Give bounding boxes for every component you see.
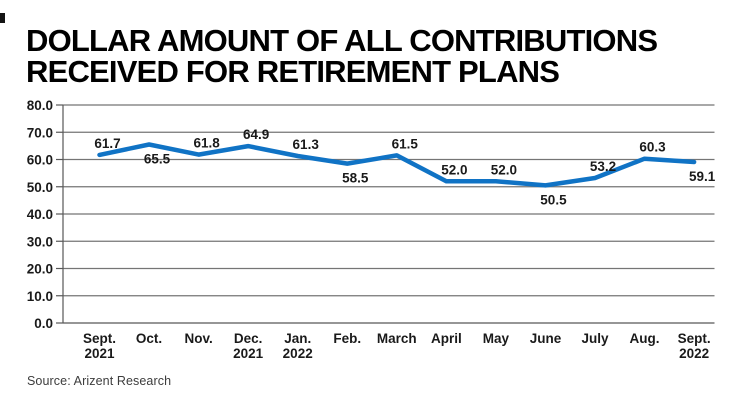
- data-label: 52.0: [441, 162, 467, 177]
- page-edge-artifact: [0, 13, 5, 23]
- x-axis-label: 2022: [283, 346, 313, 361]
- y-tick-label: 40.0: [27, 207, 53, 222]
- data-label: 59.1: [689, 169, 716, 184]
- y-tick-label: 20.0: [27, 262, 53, 277]
- y-tick-label: 70.0: [27, 125, 53, 140]
- x-axis-label: July: [581, 331, 609, 346]
- x-axis-label: March: [377, 331, 417, 346]
- y-tick-label: 50.0: [27, 180, 53, 195]
- x-axis-label: Oct.: [136, 331, 162, 346]
- x-axis-label: 2022: [679, 346, 709, 361]
- data-label: 61.3: [293, 137, 320, 152]
- y-tick-label: 60.0: [27, 153, 53, 168]
- x-axis-label: Jan.: [284, 331, 311, 346]
- chart-title-line2: RECEIVED FOR RETIREMENT PLANS: [26, 54, 560, 89]
- data-label: 50.5: [540, 192, 567, 207]
- x-axis-label: June: [530, 331, 562, 346]
- y-tick-label: 80.0: [27, 98, 53, 113]
- y-tick-label: 30.0: [27, 234, 53, 249]
- data-label: 58.5: [342, 171, 369, 186]
- data-label: 64.9: [243, 127, 269, 142]
- data-label: 61.8: [193, 136, 220, 151]
- data-label: 61.7: [94, 136, 120, 151]
- x-axis-label: Sept.: [678, 331, 711, 346]
- x-axis-label: May: [483, 331, 510, 346]
- x-axis-label: Dec.: [234, 331, 263, 346]
- data-label: 61.5: [392, 136, 419, 151]
- chart-title: DOLLAR AMOUNT OF ALL CONTRIBUTIONS RECEI…: [26, 23, 658, 89]
- x-axis-label: Sept.: [83, 331, 116, 346]
- x-axis-label: Aug.: [630, 331, 660, 346]
- x-axis-label: Nov.: [184, 331, 212, 346]
- data-label: 65.5: [144, 152, 171, 167]
- x-axis-label: 2021: [84, 346, 115, 361]
- x-axis-label: 2021: [233, 346, 264, 361]
- chart-title-line1: DOLLAR AMOUNT OF ALL CONTRIBUTIONS: [26, 23, 658, 58]
- data-label: 52.0: [491, 162, 517, 177]
- source-attribution: Source: Arizent Research: [27, 374, 172, 388]
- x-axis-label: April: [431, 331, 462, 346]
- data-label: 53.2: [590, 159, 616, 174]
- y-tick-label: 0.0: [34, 316, 53, 331]
- trend-line: [97, 142, 697, 188]
- x-axis-label: Feb.: [333, 331, 361, 346]
- y-tick-label: 10.0: [27, 289, 53, 304]
- data-label: 60.3: [639, 140, 666, 155]
